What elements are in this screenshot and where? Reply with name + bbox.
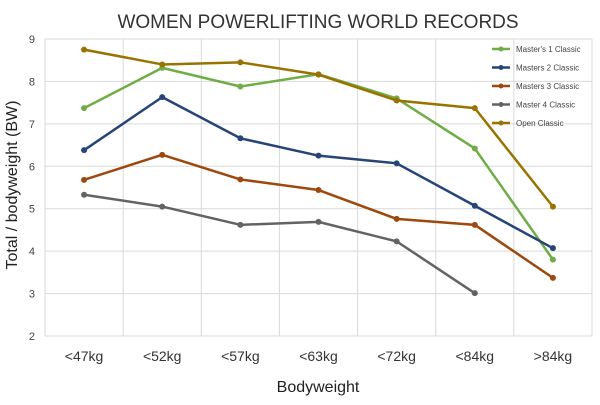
y-tick-label: 7 bbox=[29, 119, 35, 131]
x-tick-label: <63kg bbox=[299, 348, 338, 364]
x-tick-label: <57kg bbox=[221, 348, 260, 364]
data-point bbox=[237, 83, 244, 90]
legend: Master's 1 Classic Masters 2 Classic Maste… bbox=[492, 45, 581, 128]
data-point bbox=[159, 203, 166, 210]
data-point bbox=[81, 147, 88, 154]
data-point bbox=[549, 203, 556, 210]
data-point bbox=[471, 105, 478, 112]
x-tick-label: <47kg bbox=[65, 348, 104, 364]
data-point bbox=[315, 187, 322, 194]
data-point bbox=[549, 245, 556, 252]
data-point bbox=[81, 191, 88, 198]
data-point bbox=[237, 59, 244, 66]
legend-marker bbox=[498, 46, 504, 52]
data-point bbox=[471, 221, 478, 228]
data-point bbox=[549, 274, 556, 281]
legend-marker bbox=[498, 83, 504, 89]
y-tick-label: 5 bbox=[29, 204, 35, 216]
axes: 2 3 4 5 6 7 8 9 <47kg <52kg <57kg <63kg <72kg <84kg >8… bbox=[29, 34, 572, 364]
data-point bbox=[393, 97, 400, 104]
y-tick-label: 6 bbox=[29, 161, 35, 173]
data-point bbox=[237, 135, 244, 142]
y-tick-label: 2 bbox=[29, 331, 35, 343]
legend-label: Master 4 Classic bbox=[516, 101, 575, 110]
series-lines bbox=[81, 46, 556, 297]
legend-marker bbox=[498, 102, 504, 107]
x-axis-title: Bodyweight bbox=[277, 379, 360, 396]
data-point bbox=[471, 202, 478, 209]
x-tick-label: <84kg bbox=[456, 348, 495, 364]
data-point bbox=[393, 160, 400, 167]
y-tick-label: 9 bbox=[29, 34, 35, 46]
data-point bbox=[81, 105, 88, 112]
data-point bbox=[159, 151, 166, 158]
y-axis-title: Total / bodyweight (BW) bbox=[4, 101, 21, 270]
data-point bbox=[237, 176, 244, 183]
data-point bbox=[549, 256, 556, 263]
data-point bbox=[471, 290, 478, 297]
y-tick-label: 4 bbox=[29, 246, 35, 258]
x-tick-label: <72kg bbox=[377, 348, 416, 364]
data-point bbox=[81, 176, 88, 183]
legend-marker bbox=[498, 120, 504, 126]
data-point bbox=[471, 145, 478, 152]
data-point bbox=[393, 215, 400, 222]
series-line bbox=[83, 193, 476, 295]
legend-label: Masters 2 Classic bbox=[516, 64, 579, 73]
legend-label: Masters 3 Classic bbox=[516, 82, 579, 91]
data-point bbox=[393, 238, 400, 245]
data-point bbox=[81, 46, 88, 53]
data-point bbox=[315, 71, 322, 78]
chart-title: WOMEN POWERLIFTING WORLD RECORDS bbox=[117, 12, 518, 33]
data-point bbox=[315, 218, 322, 225]
x-tick-label: >84kg bbox=[534, 348, 573, 364]
data-point bbox=[237, 221, 244, 228]
legend-label: Master's 1 Classic bbox=[516, 45, 581, 54]
x-tick-label: <52kg bbox=[143, 348, 182, 364]
y-tick-label: 8 bbox=[29, 76, 35, 88]
legend-label: Open Classic bbox=[516, 119, 564, 128]
data-point bbox=[315, 152, 322, 159]
legend-marker bbox=[498, 65, 504, 70]
y-tick-label: 3 bbox=[29, 289, 35, 301]
data-point bbox=[159, 61, 166, 68]
gridlines bbox=[44, 38, 593, 337]
data-point bbox=[159, 94, 166, 101]
